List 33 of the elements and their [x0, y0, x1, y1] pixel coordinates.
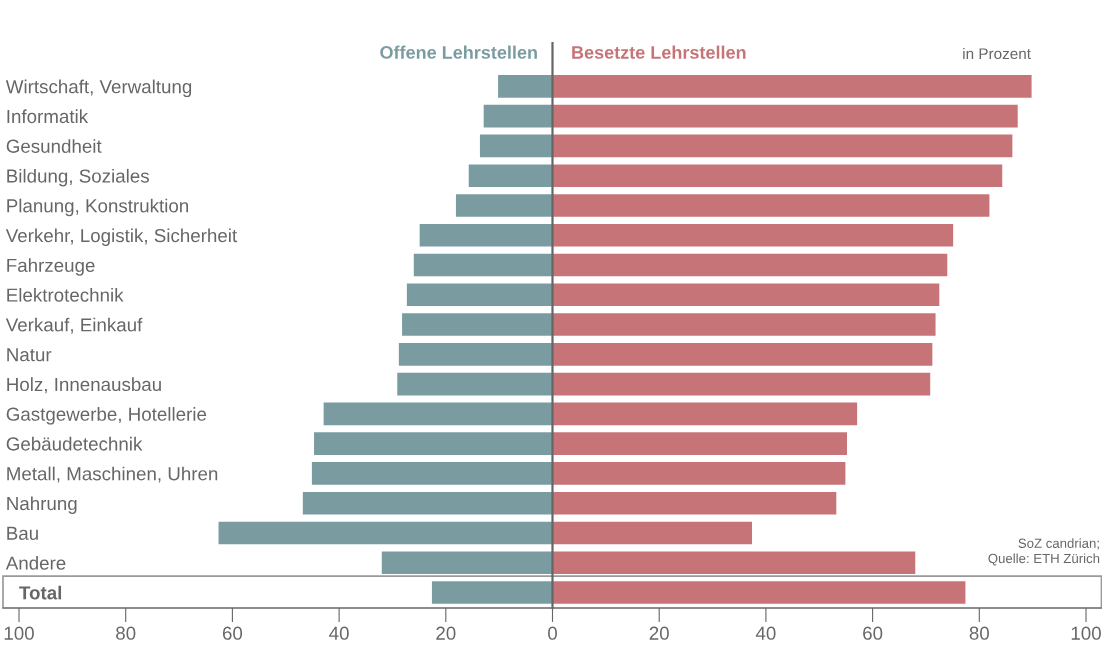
x-tick-label: 60 — [863, 626, 883, 640]
x-tick-label: 20 — [649, 626, 669, 640]
annotation: in Prozent — [963, 47, 1031, 60]
y-tick-label: Informatik — [7, 109, 89, 124]
x-tick-label: 40 — [329, 626, 349, 640]
y-tick-label: Holz, Innenausbau — [7, 377, 161, 394]
y-tick-label: Bildung, Soziales — [7, 168, 149, 187]
y-tick-label: Wirtschaft, Verwaltung — [5, 79, 192, 98]
x-tick-label: 60 — [222, 626, 243, 640]
y-tick-label: Fahrzeuge — [7, 258, 95, 276]
x-tick-label: 100 — [4, 626, 34, 640]
series-label: Besetzte Lehrstellen — [572, 45, 746, 59]
y-tick-label: Verkauf, Einkauf — [5, 317, 143, 334]
x-tick-label: 80 — [969, 626, 989, 640]
y-tick-label: Gastgewerbe, Hotellerie — [6, 407, 207, 425]
x-tick-label: 0 — [548, 626, 557, 640]
x-tick-label: 20 — [436, 626, 456, 640]
y-tick-label: Verkehr, Logistik, Sicherheit — [5, 228, 238, 246]
y-tick-label: Metall, Maschinen, Uhren — [7, 466, 218, 483]
y-tick-label: Gesundheit — [6, 139, 102, 153]
y-tick-label: Gebäudetechnik — [6, 436, 143, 451]
y-tick-label: Planung, Konstruktion — [7, 198, 189, 217]
y-tick-label: Total — [19, 585, 62, 600]
x-tick-label: 80 — [116, 626, 136, 640]
series-label: Offene Lehrstellen — [380, 45, 537, 59]
y-tick-label: Andere — [5, 555, 66, 570]
y-tick-label: Nahrung — [7, 496, 77, 514]
y-tick-label: Natur — [7, 348, 52, 362]
annotation: SoZ candrian; Quelle: ETH Zürich — [988, 538, 1100, 566]
x-tick-label: 40 — [755, 626, 776, 640]
x-tick-label: 100 — [1071, 626, 1101, 640]
y-tick-label: Bau — [7, 526, 38, 540]
y-tick-label: Elektrotechnik — [7, 287, 124, 302]
